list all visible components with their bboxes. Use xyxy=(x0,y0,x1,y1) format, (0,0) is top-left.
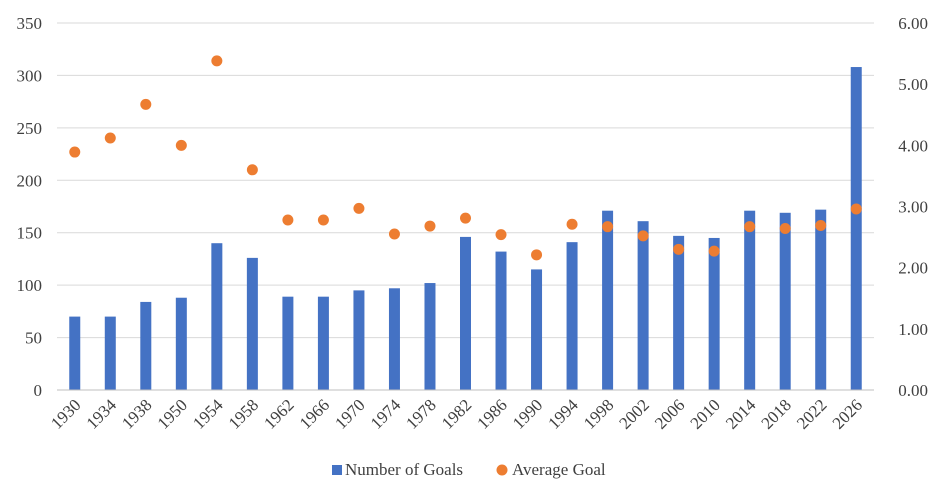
bar xyxy=(104,316,116,390)
data-point xyxy=(388,228,400,240)
data-point xyxy=(246,164,258,176)
data-point xyxy=(460,212,471,224)
bar xyxy=(282,296,294,390)
y-right-tick-label: 5.00 xyxy=(898,75,928,94)
bar xyxy=(460,236,471,390)
y-axis-right: 0.00 1.00 2.00 3.00 4.00 5.00 6.00 xyxy=(898,14,928,400)
legend-swatch-bars xyxy=(332,465,342,475)
legend-label-bars: Number of Goals xyxy=(345,460,463,479)
data-point xyxy=(779,223,791,235)
bar xyxy=(246,257,258,390)
data-point xyxy=(424,220,436,232)
y-left-tick-label: 0 xyxy=(34,381,43,400)
x-tick-label: 1986 xyxy=(473,395,510,432)
bar xyxy=(388,288,400,390)
bar xyxy=(317,296,329,390)
x-tick-label: 2002 xyxy=(615,395,652,432)
x-tick-label: 2010 xyxy=(687,395,724,432)
data-point xyxy=(673,243,685,255)
x-axis: 1930193419381950195419581962196619701974… xyxy=(47,389,874,433)
x-tick-label: 1938 xyxy=(118,395,155,432)
data-point xyxy=(317,214,329,226)
bar xyxy=(531,269,543,390)
y-right-tick-label: 4.00 xyxy=(898,136,928,155)
bar xyxy=(850,67,862,390)
bar xyxy=(424,283,436,390)
x-tick-label: 1962 xyxy=(260,395,297,432)
x-tick-label: 1958 xyxy=(225,395,262,432)
y-left-tick-label: 250 xyxy=(17,119,43,138)
bar xyxy=(211,243,223,390)
legend-swatch-points xyxy=(496,464,508,476)
bar xyxy=(566,242,578,390)
scatter-series xyxy=(69,55,862,261)
x-tick-label: 1970 xyxy=(331,395,368,432)
x-tick-label: 1954 xyxy=(189,395,227,433)
data-point xyxy=(815,219,827,231)
bar xyxy=(815,209,827,390)
x-tick-label: 1994 xyxy=(544,395,582,433)
y-left-tick-label: 100 xyxy=(17,276,43,295)
x-tick-label: 1930 xyxy=(47,395,84,432)
data-point xyxy=(850,203,862,215)
x-tick-label: 1978 xyxy=(402,395,439,432)
data-point xyxy=(282,214,294,226)
bar xyxy=(140,301,152,390)
legend: Number of Goals Average Goal xyxy=(332,460,606,479)
bar xyxy=(673,235,685,390)
x-tick-label: 1934 xyxy=(83,395,121,433)
bar xyxy=(69,316,81,390)
y-right-tick-label: 0.00 xyxy=(898,381,928,400)
y-right-tick-label: 2.00 xyxy=(898,259,928,278)
bar xyxy=(637,221,649,390)
x-tick-label: 2026 xyxy=(829,395,866,432)
x-tick-label: 1990 xyxy=(509,395,546,432)
bar xyxy=(602,210,614,390)
bar xyxy=(175,297,187,390)
bar xyxy=(744,210,756,390)
x-tick-label: 1998 xyxy=(580,395,617,432)
data-point xyxy=(140,98,152,110)
data-point xyxy=(69,146,81,158)
x-tick-label: 2018 xyxy=(758,395,795,432)
x-tick-label: 1982 xyxy=(438,395,475,432)
data-point xyxy=(531,249,543,261)
x-tick-label: 1950 xyxy=(154,395,191,432)
data-point xyxy=(744,221,756,233)
bar xyxy=(779,212,791,390)
data-point xyxy=(211,55,223,67)
data-point xyxy=(495,229,507,241)
data-point xyxy=(353,202,365,214)
bar xyxy=(708,237,720,390)
y-axis-left: 0 50 100 150 200 250 300 350 xyxy=(17,14,43,400)
y-right-tick-label: 3.00 xyxy=(898,198,928,217)
y-left-tick-label: 200 xyxy=(17,171,43,190)
legend-label-points: Average Goal xyxy=(512,460,606,479)
y-left-tick-label: 350 xyxy=(17,14,43,33)
data-point xyxy=(566,218,578,230)
data-point xyxy=(175,139,187,151)
data-point xyxy=(104,132,116,144)
y-right-tick-label: 1.00 xyxy=(898,320,928,339)
data-point xyxy=(637,230,649,242)
bar-series xyxy=(69,67,862,390)
y-left-tick-label: 50 xyxy=(25,329,42,348)
x-tick-label: 2022 xyxy=(793,395,830,432)
x-tick-label: 2006 xyxy=(651,395,688,432)
bar xyxy=(353,290,365,390)
x-tick-label: 2014 xyxy=(722,395,760,433)
y-left-tick-label: 300 xyxy=(17,66,43,85)
data-point xyxy=(708,245,720,257)
y-left-tick-label: 150 xyxy=(17,224,43,243)
y-right-tick-label: 6.00 xyxy=(898,14,928,33)
x-tick-label: 1974 xyxy=(367,395,405,433)
x-tick-label: 1966 xyxy=(296,395,333,432)
bar xyxy=(495,251,507,390)
data-point xyxy=(602,221,614,233)
